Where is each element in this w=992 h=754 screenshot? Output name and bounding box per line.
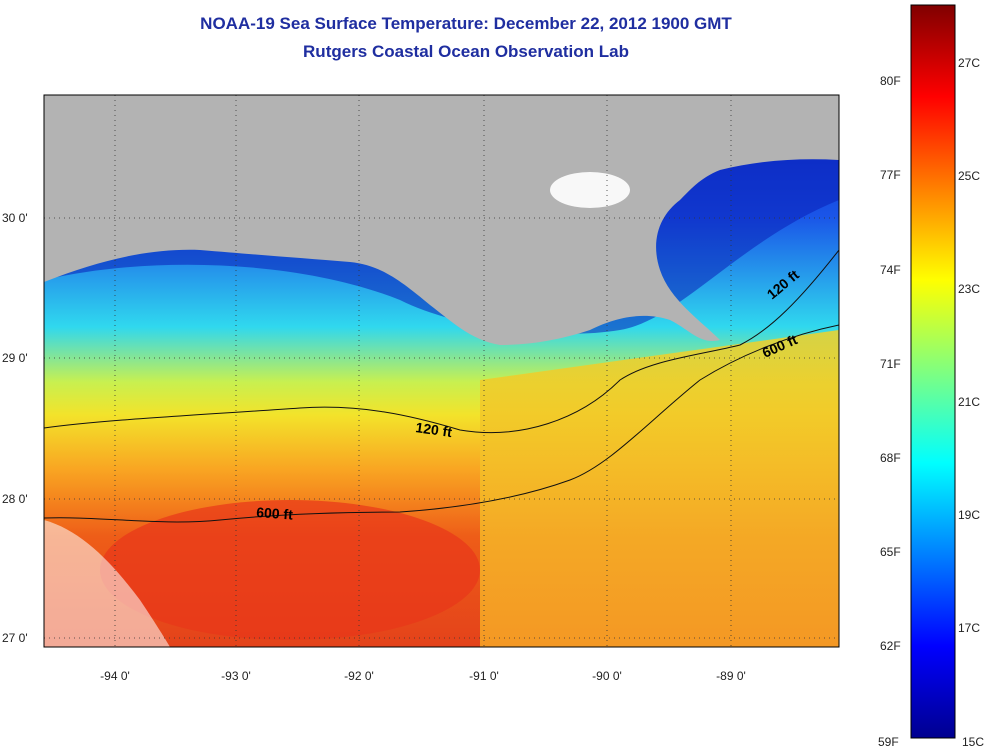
- map-frame: [43, 94, 840, 648]
- contour-label-120ft-west: 120 ft: [415, 419, 454, 440]
- lon-label-92: -92 0': [344, 669, 374, 683]
- colorbar-f-80: 80F: [880, 74, 901, 88]
- eastern-shelf-water: [480, 330, 839, 647]
- cloud-cover-lake: [550, 172, 630, 208]
- colorbar-f-74: 74F: [880, 263, 901, 277]
- lon-label-91: -91 0': [469, 669, 499, 683]
- colorbar-c-21: 21C: [958, 395, 980, 409]
- colorbar-f-65: 65F: [880, 545, 901, 559]
- cloud-cover-southwest: [44, 520, 170, 647]
- colorbar-f-71: 71F: [880, 357, 901, 371]
- contour-600ft: [44, 324, 839, 523]
- graticule: [44, 95, 839, 647]
- warm-core: [100, 500, 480, 640]
- lon-label-93: -93 0': [221, 669, 251, 683]
- colorbar: [910, 4, 956, 739]
- lon-label-90: -90 0': [592, 669, 622, 683]
- lat-label-30: 30 0': [2, 211, 28, 225]
- colorbar-f-77: 77F: [880, 168, 901, 182]
- colorbar-c-19: 19C: [958, 508, 980, 522]
- lat-label-28: 28 0': [2, 492, 28, 506]
- colorbar-f-59: 59F: [878, 735, 899, 749]
- colorbar-c-23: 23C: [958, 282, 980, 296]
- colorbar-c-17: 17C: [958, 621, 980, 635]
- colorbar-c-27: 27C: [958, 56, 980, 70]
- louisiana-land: [44, 95, 839, 345]
- map-title: NOAA-19 Sea Surface Temperature: Decembe…: [200, 14, 732, 33]
- lat-label-29: 29 0': [2, 351, 28, 365]
- colorbar-c-25: 25C: [958, 169, 980, 183]
- map-area: [44, 95, 839, 647]
- contour-label-600ft-west: 600 ft: [256, 504, 294, 523]
- lon-label-89: -89 0': [716, 669, 746, 683]
- colorbar-c-15: 15C: [962, 735, 984, 749]
- colorbar-f-62: 62F: [880, 639, 901, 653]
- colorbar-f-68: 68F: [880, 451, 901, 465]
- contour-120ft: [44, 249, 839, 433]
- lon-label-94: -94 0': [100, 669, 130, 683]
- lat-label-27: 27 0': [2, 631, 28, 645]
- map-subtitle: Rutgers Coastal Ocean Observation Lab: [303, 42, 629, 61]
